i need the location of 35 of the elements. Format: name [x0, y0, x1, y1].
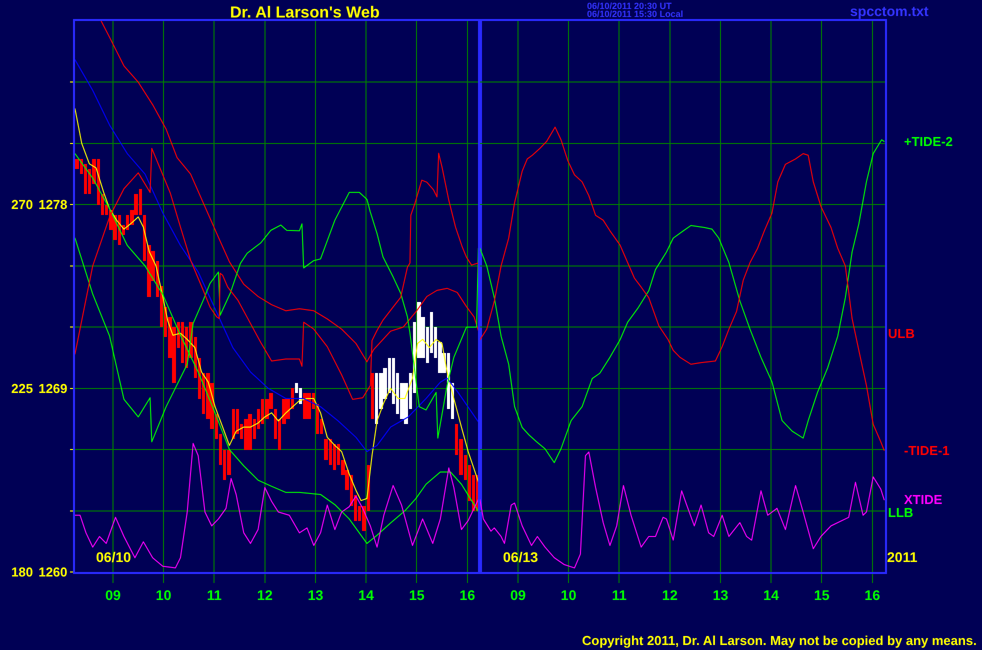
annotation: 06/13	[503, 549, 538, 565]
text: LLB	[888, 505, 914, 520]
annotation: 06/10	[96, 549, 132, 565]
series-label: XTIDE	[904, 492, 943, 507]
y-tick-label: 1269	[38, 380, 68, 396]
x-tick-label: 16	[460, 586, 476, 603]
y2-tick-label: 180	[11, 564, 33, 580]
x-tick-label: 09	[510, 586, 526, 603]
y2-tick-label: 270	[11, 197, 33, 212]
x-tick-label: 13	[308, 586, 324, 603]
x-tick-label: 11	[612, 586, 627, 603]
x-tick-label: 12	[662, 586, 678, 603]
x-tick-label: 10	[560, 586, 577, 603]
text: 06/10/2011 15:30 Local	[587, 9, 684, 19]
x-tick-label: 13	[712, 586, 728, 603]
x-tick-label: 12	[257, 586, 273, 603]
text: spcctom.txt	[850, 3, 929, 19]
x-tick-label: 14	[358, 586, 374, 603]
x-tick-label: 10	[156, 586, 172, 603]
x-tick-label: 14	[763, 586, 780, 603]
x-tick-label: 15	[814, 586, 830, 603]
series-label: +TIDE-2	[904, 134, 953, 149]
series-label: -TIDE-1	[904, 443, 950, 458]
y2-tick-label: 225	[11, 380, 33, 396]
y-tick-label: 1278	[38, 197, 68, 212]
x-tick-label: 15	[408, 586, 425, 603]
x-tick-label: 11	[206, 586, 222, 603]
chart-title: Dr. Al Larson's Web	[230, 4, 380, 22]
x-tick-label: 16	[864, 586, 880, 603]
text: Copyright 2011, Dr. Al Larson. May not be copied by any means.	[582, 633, 977, 648]
text: ULB	[888, 326, 915, 341]
y-tick-label: 1260	[38, 564, 68, 580]
text: 2011	[887, 549, 918, 565]
text: 06/10/2011 20:30 UT	[587, 1, 672, 11]
x-tick-label: 09	[105, 586, 121, 603]
